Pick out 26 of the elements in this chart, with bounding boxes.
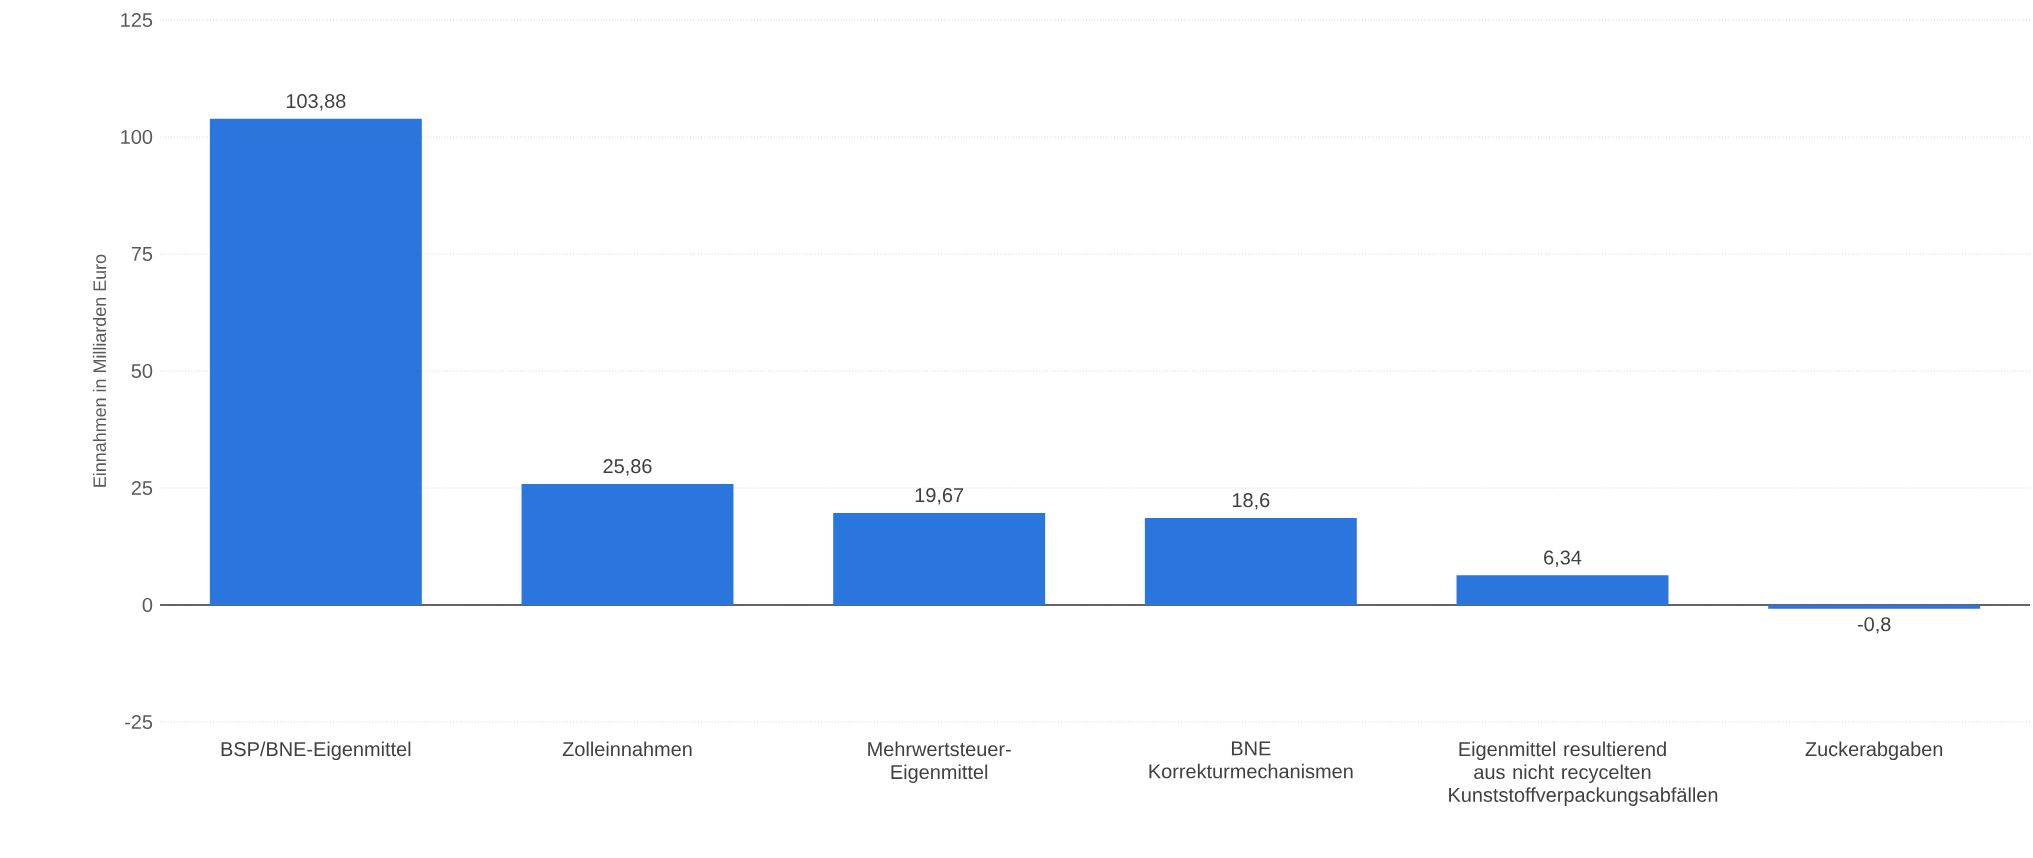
data-label: 18,6 (1232, 493, 1270, 510)
y-tick-label: 25 (131, 480, 153, 496)
data-label: 19,67 (915, 488, 964, 505)
bar (1144, 517, 1357, 605)
y-tick-label: -25 (125, 714, 153, 730)
x-tick-label: Mehrwertsteuer-Eigenmittel (868, 741, 1011, 784)
data-label: 6,34 (1544, 550, 1582, 567)
y-tick-label: 50 (131, 363, 153, 379)
x-tick-label: BSP/BNE-Eigenmittel (221, 741, 411, 761)
data-label: 25,86 (603, 459, 652, 476)
bar (521, 483, 734, 605)
y-tick-label: 0 (142, 597, 153, 613)
data-label: -0,8 (1857, 617, 1891, 634)
bar (209, 118, 422, 605)
bar (833, 512, 1046, 605)
x-tick-label: Zuckerabgaben (1805, 741, 1943, 761)
x-tick-label: BNE Korrekturmechanismen (1149, 741, 1353, 779)
y-axis-title: Einnahmen in Milliarden Euro (92, 254, 107, 487)
x-tick-label: Eigenmittel resultierend aus nicht recycelten Kunststoffverpackungsabfällen (1449, 741, 1718, 806)
x-tick-label: Zolleinnahmen (562, 741, 692, 757)
bar (1456, 575, 1669, 605)
y-tick-label: 125 (121, 12, 153, 28)
y-tick-label: 100 (121, 129, 153, 145)
data-label: 103,88 (286, 93, 346, 111)
bar (1768, 605, 1981, 609)
y-tick-label: 75 (131, 247, 153, 261)
